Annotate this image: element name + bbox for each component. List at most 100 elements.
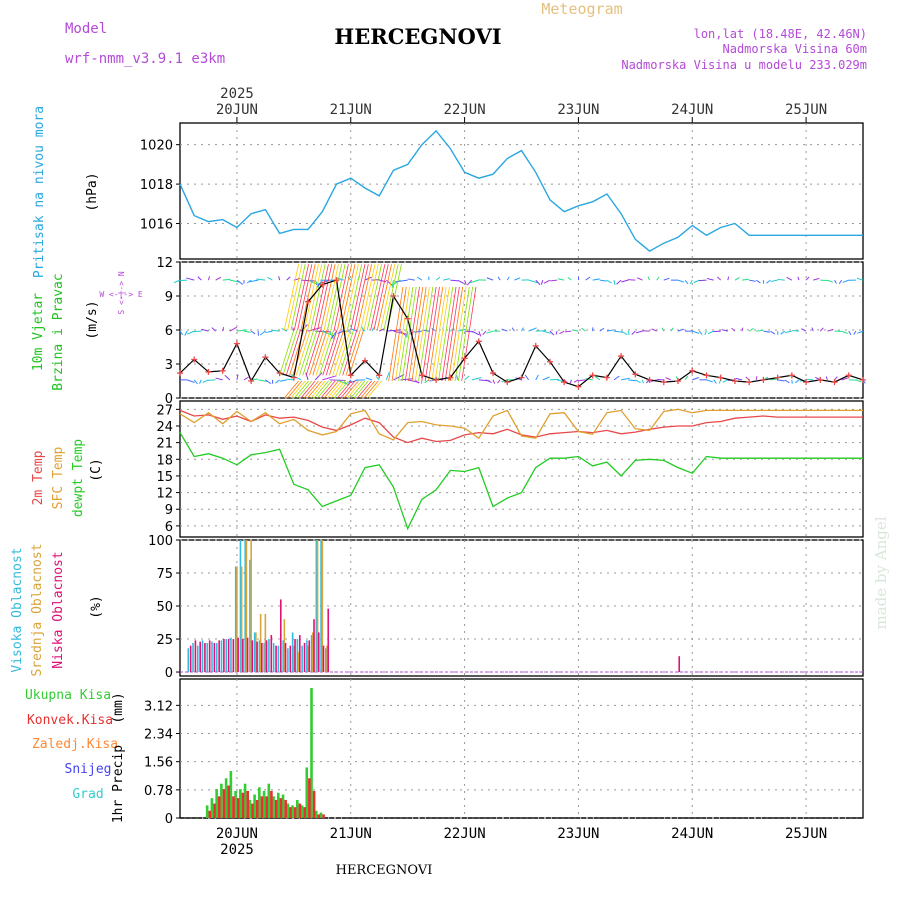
cloud-high-bar (268, 639, 270, 673)
wind-arrow (727, 276, 730, 281)
wind-arrow (677, 279, 684, 283)
wind-arrow (613, 375, 620, 381)
wind-arrow (677, 328, 684, 332)
wind-arrow (735, 377, 743, 381)
precip-legend-conv: Konvek.Kisa (27, 713, 113, 728)
wind-arrow (386, 329, 402, 332)
wind-hatch (454, 286, 470, 382)
cloud-high-bar (306, 640, 308, 673)
wind-hatch (290, 264, 306, 331)
top-tick-label: 23JUN (557, 102, 599, 118)
wind-arrow (801, 328, 807, 332)
wind-arrow (599, 327, 605, 332)
wind-hatch (350, 380, 366, 399)
precip-ytick-label: 0.78 (144, 784, 173, 799)
wind-arrow (573, 379, 579, 383)
cloud-mid-bar (297, 652, 300, 673)
cloud-high-bar (211, 641, 213, 673)
precip-total-bar (267, 783, 271, 818)
wind-arrow (585, 276, 591, 281)
wind-speed-point (860, 376, 866, 383)
wind-arrow (435, 276, 441, 281)
cloud-mid-bar (240, 566, 243, 673)
wind-hatch (388, 286, 404, 382)
precip-total-bar (319, 812, 323, 818)
wind-speed-point (660, 379, 667, 386)
pressure-ytick-label: 1018 (140, 178, 173, 193)
cloud-mid-bar (326, 645, 328, 673)
wind-speed-point (248, 378, 255, 384)
cloud-low-bar (232, 639, 235, 673)
wind-speed-point (618, 353, 625, 360)
precip-conv-bar (317, 814, 321, 818)
cloud-axis-unit: (%) (89, 595, 104, 618)
wind-hatch (438, 286, 454, 382)
precip-conv-bar (227, 785, 231, 818)
precip-total-bar (295, 799, 299, 818)
wind-speed-point (404, 315, 411, 322)
wind-arrow (224, 374, 231, 381)
wind-hatch (335, 329, 351, 376)
top-tick-label: 24JUN (671, 102, 713, 118)
wind-arrow (549, 330, 555, 336)
wind-arrow (524, 374, 530, 381)
cloud-high-bar (287, 648, 289, 673)
wind-speed-point (717, 374, 724, 381)
wind-arrow (825, 376, 828, 381)
wind-arrow (187, 330, 195, 335)
wind-arrow (853, 330, 857, 335)
clouds-ytick-label: 25 (156, 633, 173, 648)
clouds-ytick-label: 75 (156, 567, 173, 582)
top-year-label: 2025 (220, 86, 254, 102)
wind-arrow (375, 376, 380, 381)
precip-total-bar (253, 794, 256, 818)
wind-arrow (795, 379, 800, 384)
precip-legend-total: Ukupna Kisa (25, 688, 111, 703)
wind-hatch (330, 380, 346, 399)
precip-conv-bar (279, 798, 283, 818)
precip-conv-bar (241, 792, 245, 818)
wind-ytick-label: 12 (156, 256, 173, 271)
wind-arrow (328, 330, 335, 340)
wind-hatch (329, 329, 345, 376)
wind-arrow (841, 330, 848, 334)
top-tick-label: 21JUN (330, 102, 372, 118)
wind-arrow (347, 379, 352, 384)
wind-hatch (294, 380, 309, 399)
wind-arrow (361, 326, 366, 332)
model-label: Model (65, 21, 107, 37)
wind-arrow (770, 378, 778, 381)
cloud-low-bar (265, 640, 268, 673)
wind-hatch (348, 329, 364, 376)
precip-conv-bar (298, 803, 302, 818)
wind-hatch (284, 380, 299, 399)
wind-arrow (514, 277, 521, 281)
pressure-ytick-label: 1020 (140, 139, 173, 154)
cloud-mid-bar (259, 613, 262, 673)
wind-hatch (297, 264, 313, 331)
wind-arrow (243, 376, 249, 381)
wind-arrow (792, 329, 800, 332)
wind-arrow (250, 330, 256, 335)
wind-speed-point (646, 376, 653, 383)
cloud-low-bar (317, 632, 320, 673)
cloud-axis-name-mid: Srednja Oblacnost (30, 543, 45, 676)
elevation-label: Nadmorska Visina 60m (723, 42, 868, 56)
precip-axis-unit: (mm) (111, 692, 126, 723)
clouds-ytick-label: 50 (156, 600, 173, 615)
wind-hatch (353, 264, 369, 331)
wind-hatch (337, 264, 353, 331)
wind-hatch (333, 380, 349, 399)
cloud-high-bar (215, 642, 218, 673)
wind-arrow (713, 330, 721, 333)
wind-arrow (656, 276, 660, 281)
precip-total-bar (310, 688, 313, 818)
precip-conv-bar (308, 778, 311, 818)
wind-arrow (471, 377, 482, 381)
wind-arrow (243, 330, 251, 333)
bottom-tick-label: 23JUN (557, 826, 599, 842)
precip-total-bar (215, 789, 218, 818)
wind-hatch (305, 329, 321, 376)
cloud-high-bar (258, 640, 261, 673)
wind-arrow (755, 279, 761, 284)
